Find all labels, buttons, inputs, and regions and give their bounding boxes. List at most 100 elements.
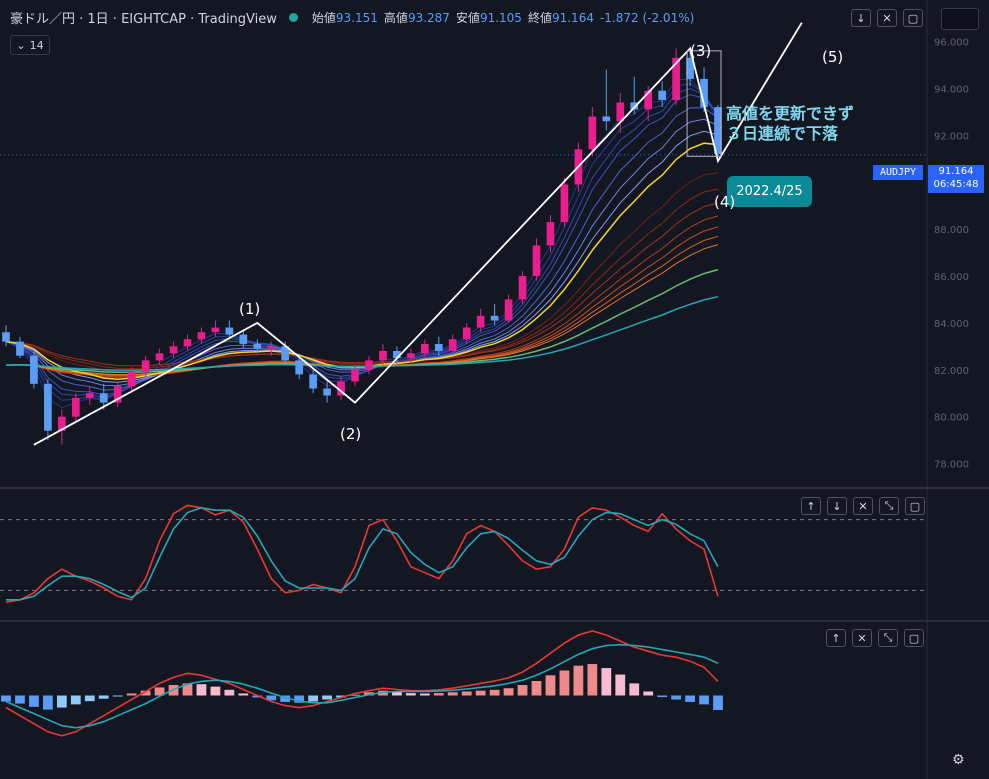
top-right-panel[interactable] — [941, 8, 979, 30]
bar-countdown: 06:45:48 — [933, 179, 979, 190]
ema-ribbon-blue — [5, 78, 719, 409]
arrow-up-icon[interactable]: ↑ — [801, 497, 821, 515]
macd-histogram-bar — [252, 695, 263, 698]
close-icon[interactable]: ✕ — [852, 629, 872, 647]
stoch-pane-controls: ↑ ↓ ✕ ⤡ ▢ — [801, 497, 925, 515]
expand-icon[interactable]: ⤡ — [879, 497, 899, 515]
y-tick-label: 80.000 — [934, 413, 969, 424]
stoch-k-line — [5, 504, 719, 603]
candle-body — [113, 386, 122, 403]
candle-body — [99, 393, 108, 403]
macd-histogram-bar — [573, 665, 584, 696]
macd-histogram-bar — [615, 674, 626, 696]
candle-body — [211, 327, 220, 333]
candle-body — [169, 346, 178, 354]
macd-histogram-bar — [559, 670, 570, 696]
arrow-down-icon[interactable]: ↓ — [851, 9, 871, 27]
candle-body — [616, 102, 625, 122]
wave-label-1: (1) — [239, 300, 261, 318]
ema-teal — [5, 295, 719, 371]
candle-body — [44, 383, 52, 431]
macd-histogram-bar — [84, 695, 95, 702]
macd-histogram-bar — [1, 695, 11, 702]
candle-body — [504, 299, 513, 321]
expand-icon[interactable]: ✕ — [877, 9, 897, 27]
main-pane-controls: ↓ ✕ ▢ — [851, 9, 923, 27]
candle-body — [351, 369, 359, 382]
y-tick-label: 88.000 — [934, 225, 969, 236]
candle-body — [420, 343, 429, 354]
low-value: 91.105 — [479, 10, 522, 25]
macd-histogram-bar — [461, 691, 472, 696]
candle-body — [2, 332, 10, 342]
arrow-down-icon[interactable]: ↓ — [827, 497, 847, 515]
close-icon[interactable]: ✕ — [853, 497, 873, 515]
annotation-text[interactable]: 高値を更新できず ３日連続で下落 — [726, 104, 855, 143]
maximize-icon[interactable]: ▢ — [905, 497, 925, 515]
arrow-up-icon[interactable]: ↑ — [826, 629, 846, 647]
macd-histogram-bar — [112, 695, 123, 697]
macd-histogram-bar — [531, 680, 542, 696]
candle-body — [127, 372, 136, 387]
ema-ribbon-blue — [5, 107, 719, 391]
macd-histogram-bar — [140, 690, 151, 696]
candle-body — [518, 275, 527, 300]
ema-ribbon-red — [5, 188, 719, 370]
maximize-icon[interactable]: ▢ — [903, 9, 923, 27]
macd-histogram-bar — [433, 693, 444, 696]
y-tick-label: 92.000 — [934, 131, 969, 142]
wave-label-5: (5) — [822, 48, 844, 66]
candle-body — [155, 353, 164, 361]
macd-histogram-bar — [475, 690, 486, 696]
maximize-icon[interactable]: ▢ — [904, 629, 924, 647]
expand-icon[interactable]: ⤡ — [878, 629, 898, 647]
macd-histogram-bar — [364, 692, 374, 696]
high-value: 93.287 — [407, 10, 450, 25]
last-price-label: 91.164 06:45:48 — [928, 165, 984, 193]
macd-histogram-bar — [419, 693, 430, 696]
ema-ribbon-red — [5, 215, 719, 378]
chevron-down-icon: ⌄ — [16, 38, 26, 52]
ema-ribbon-blue — [5, 130, 719, 383]
candle-body — [672, 57, 680, 101]
candle-body — [365, 360, 373, 370]
macd-histogram-bar — [238, 693, 249, 696]
candle-body — [85, 393, 94, 398]
candle-body — [183, 339, 192, 347]
highlight-box — [686, 50, 722, 157]
candle-body — [30, 355, 38, 384]
macd-histogram-bar — [280, 695, 291, 702]
candle-body — [490, 315, 499, 321]
candle-body — [267, 346, 276, 349]
annotation-date[interactable]: 2022.4/25 — [727, 176, 812, 207]
ema-ribbon-blue — [5, 118, 719, 387]
low-label: 安値 — [455, 11, 480, 25]
candle-body — [560, 184, 569, 223]
macd-histogram-bar — [545, 675, 556, 696]
macd-histogram-bar — [657, 695, 668, 698]
macd-histogram-bar — [29, 695, 39, 707]
ema-ribbon-blue — [5, 88, 719, 398]
candle-body — [323, 388, 331, 396]
macd-histogram-bar — [126, 693, 137, 696]
candle-body — [434, 343, 443, 351]
candle-body — [658, 90, 666, 101]
symbol-price-tag: AUDJPY — [873, 165, 923, 180]
macd-histogram-bar — [266, 695, 277, 701]
macd-histogram-bar — [713, 695, 723, 711]
indicator-collapse-button[interactable]: ⌄ 14 — [10, 35, 50, 55]
ema-ribbon-red — [5, 226, 719, 377]
candle-body — [379, 350, 387, 361]
macd-signal-line — [5, 643, 719, 729]
gear-icon[interactable]: ⚙ — [952, 752, 965, 768]
macd-histogram-bar — [182, 683, 193, 696]
candle-body — [225, 327, 234, 335]
candle-body — [58, 416, 66, 431]
macd-pane-controls: ↑ ✕ ⤡ ▢ — [826, 629, 924, 647]
candle-body — [630, 102, 639, 110]
macd-histogram-bar — [15, 695, 25, 704]
symbol-title[interactable]: 豪ドル／円 · 1日 · EIGHTCAP · TradingView — [10, 12, 277, 27]
y-tick-label: 84.000 — [934, 319, 969, 330]
macd-histogram-bar — [308, 695, 319, 702]
